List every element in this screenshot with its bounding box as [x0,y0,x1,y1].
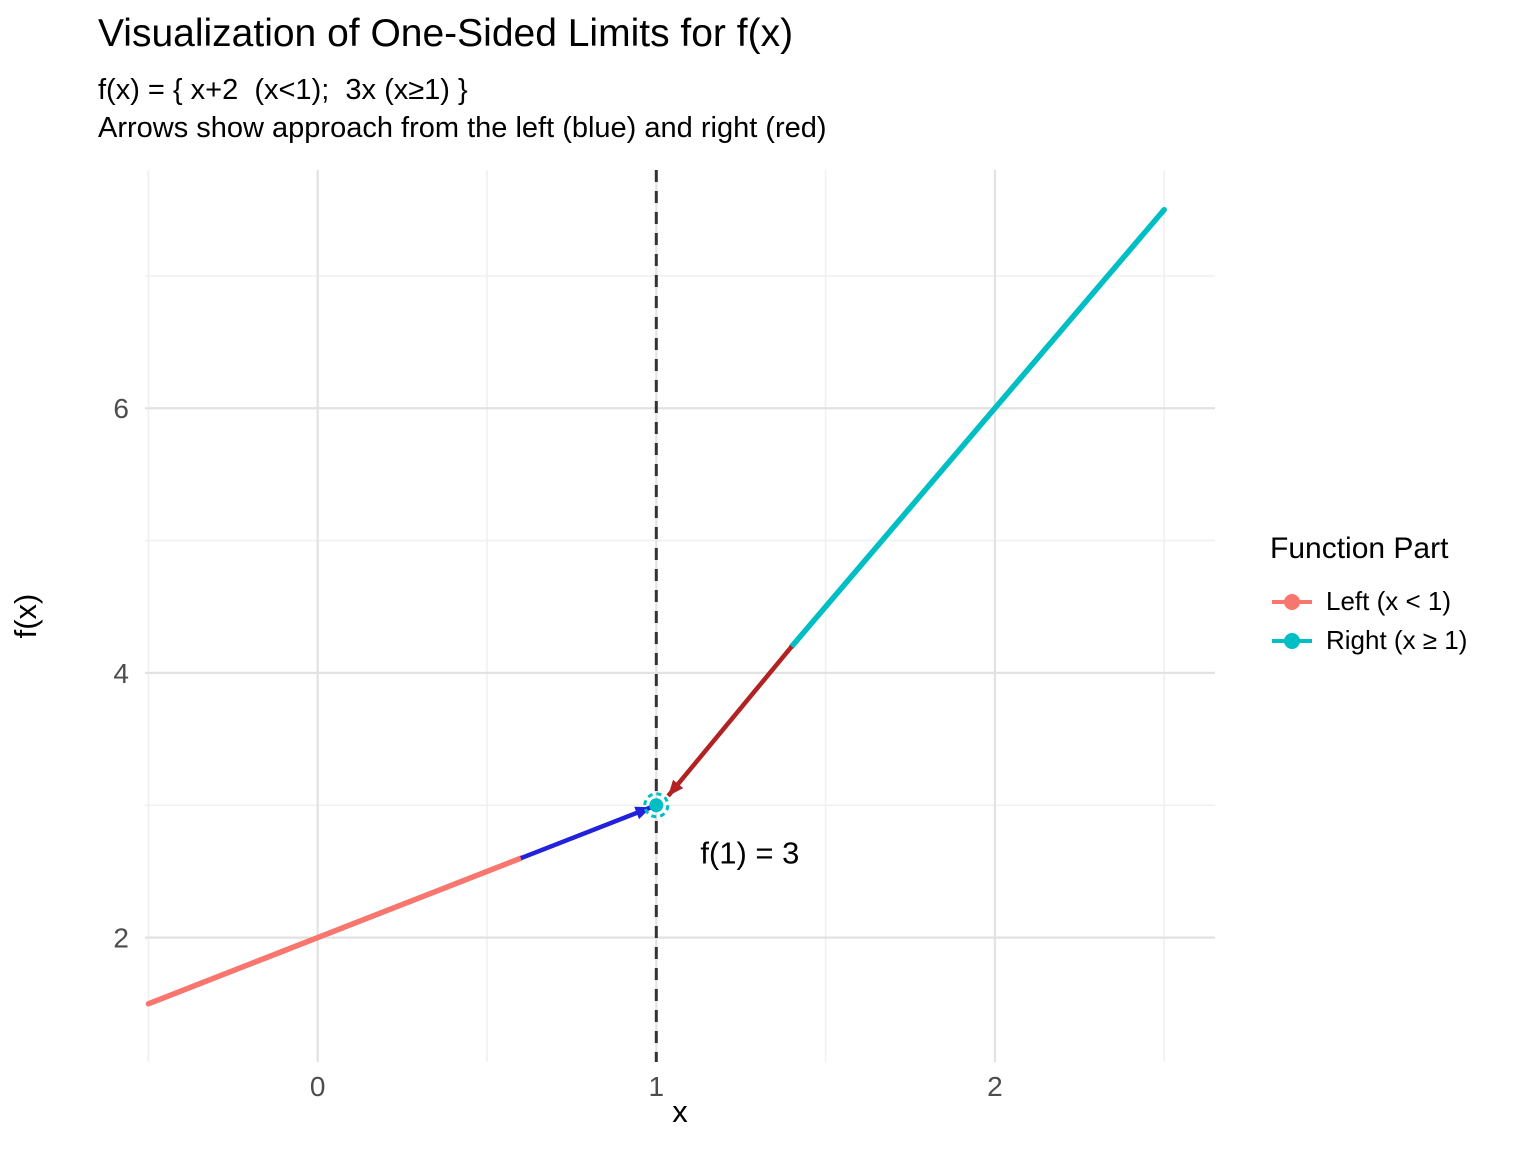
x-tick-label: 0 [310,1071,326,1102]
y-tick-label: 6 [113,393,129,424]
legend-entry-label: Left (x < 1) [1326,586,1451,616]
legend: Function Part Left (x < 1) Right (x ≥ 1) [1270,532,1467,664]
limit-point-ring [643,792,670,819]
legend-title: Function Part [1270,532,1449,565]
limit-annotation: f(1) = 3 [700,835,799,870]
chart-title: Visualization of One-Sided Limits for f(… [98,12,794,55]
chart-subtitle-formula: f(x) = { x+2 (x<1); 3x (x≥1) } [98,74,468,106]
left-piece-line [145,855,524,1007]
legend-entry-label: Right (x ≥ 1) [1326,625,1468,655]
limit-point [649,798,664,813]
legend-entry: Left (x < 1) [1270,586,1467,617]
y-tick-label: 2 [113,923,129,954]
legend-left-glyph [1272,593,1312,610]
left-approach-arrow-head [634,806,652,820]
legend-point-icon [1284,593,1300,610]
right-approach-arrow-head [668,779,684,796]
y-axis-title: f(x) [8,594,43,639]
right-approach-arrow [666,645,794,798]
legend-right-glyph [1272,632,1312,649]
chart-subtitle-note: Arrows show approach from the left (blue… [98,112,827,144]
x-tick-label: 2 [987,1071,1003,1102]
right-piece-line [788,206,1167,650]
x-axis-title: x [672,1094,688,1129]
left-approach-arrow [520,805,653,861]
x-tick-label: 1 [649,1071,665,1102]
legend-point-icon [1284,632,1300,649]
legend-entry: Right (x ≥ 1) [1270,625,1467,656]
y-tick-label: 4 [113,658,129,689]
